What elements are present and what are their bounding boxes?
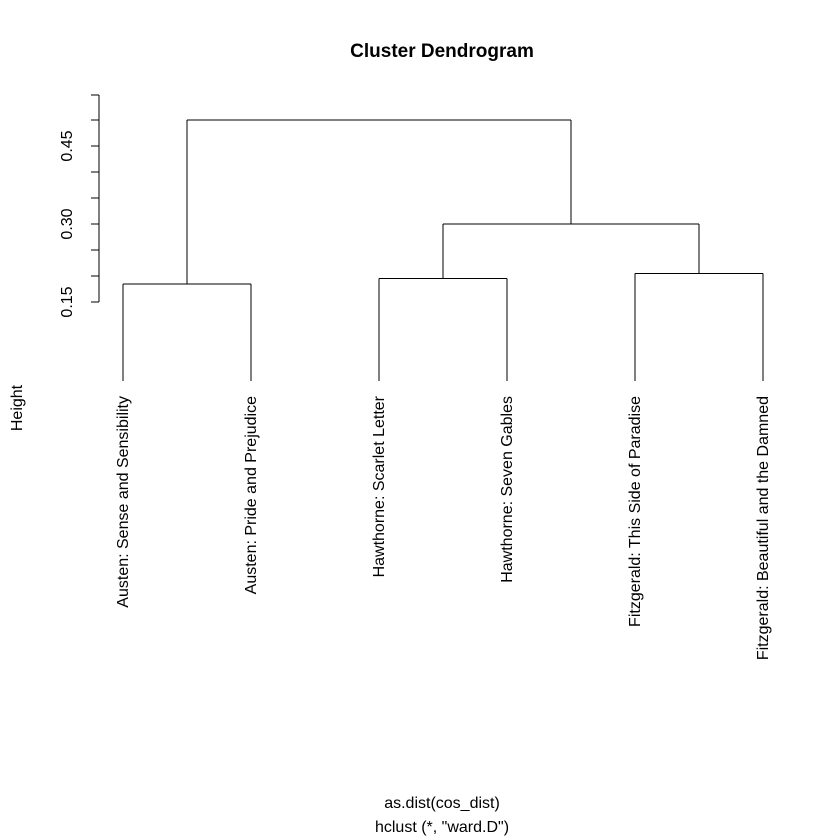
method-label: hclust (*, "ward.D") [375,819,509,836]
leaf-label: Austen: Pride and Prejudice [243,396,260,594]
leaf-labels: Austen: Sense and Sensibility Austen: Pri… [115,395,772,660]
dendrogram-branches [122,119,764,381]
y-tick-label: 0.30 [59,208,76,239]
x-axis-label: as.dist(cos_dist) [384,795,500,812]
leaf-label: Fitzgerald: Beautiful and the Damned [755,396,772,660]
chart-title: Cluster Dendrogram [350,41,534,62]
y-axis-label: Height [9,384,26,431]
leaf-label: Hawthorne: Scarlet Letter [371,395,388,577]
y-axis: 0.15 0.30 0.45 [59,94,100,318]
y-tick-label: 0.45 [59,130,76,161]
y-tick-label: 0.15 [59,286,76,317]
leaf-label: Fitzgerald: This Side of Paradise [627,396,644,627]
leaf-label: Hawthorne: Seven Gables [499,396,516,583]
leaf-label: Austen: Sense and Sensibility [115,396,132,608]
